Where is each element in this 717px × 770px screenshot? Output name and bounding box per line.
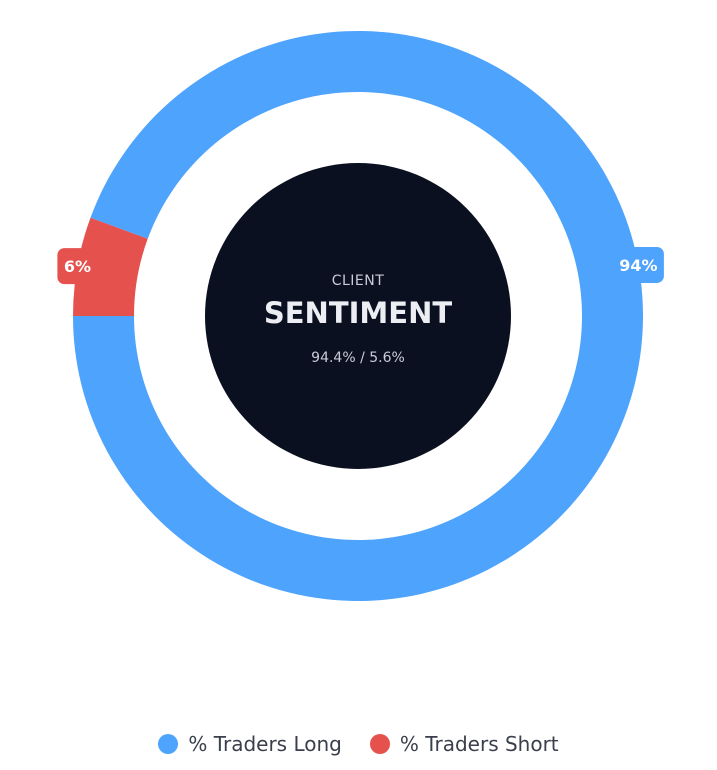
legend-label-short: % Traders Short: [399, 732, 559, 756]
legend-item-short[interactable]: % Traders Short: [369, 732, 559, 756]
legend: % Traders Long % Traders Short: [0, 727, 717, 761]
legend-swatch-short: [369, 734, 390, 754]
slice-labels: 94% 6%: [57, 246, 664, 285]
legend-item-long[interactable]: % Traders Long: [158, 732, 342, 756]
slice-label-text: 94%: [619, 256, 657, 275]
slice-short[interactable]: [73, 217, 148, 316]
slice-label-badge: [612, 246, 664, 283]
slice-label-badge: [57, 248, 98, 285]
donut-slices: [73, 31, 643, 602]
slice-label-short: 6%: [57, 248, 98, 285]
legend-swatch-long: [158, 734, 179, 754]
slice-label-long: 94%: [612, 246, 664, 283]
center-caption: CLIENT: [332, 273, 385, 289]
legend-label-long: % Traders Long: [188, 732, 342, 756]
center-ratio: 94.4% / 5.6%: [311, 350, 405, 366]
center-disc: [205, 163, 511, 469]
center-title: SENTIMENT: [264, 296, 452, 330]
slice-label-text: 6%: [64, 257, 91, 276]
